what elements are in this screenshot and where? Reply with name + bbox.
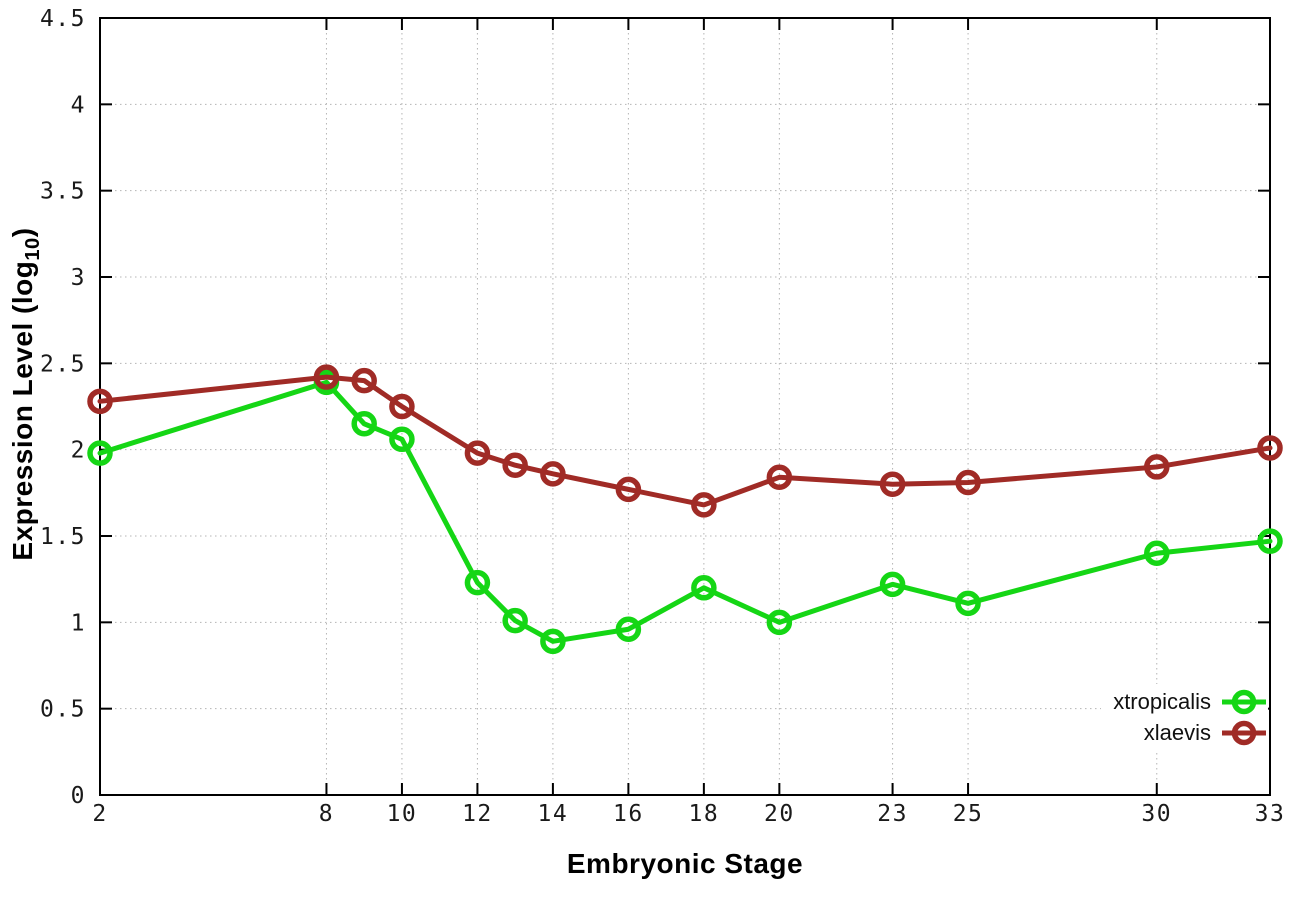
x-tick-label: 20 bbox=[764, 801, 795, 827]
x-tick-label: 30 bbox=[1141, 801, 1172, 827]
x-tick-label: 33 bbox=[1255, 801, 1286, 827]
data-point-xlaevis bbox=[87, 388, 113, 415]
data-point-xlaevis bbox=[351, 367, 377, 394]
legend-label-xtropicalis: xtropicalis bbox=[1113, 688, 1211, 714]
data-point-xtropicalis bbox=[1257, 528, 1283, 554]
data-point-xlaevis bbox=[502, 452, 528, 478]
x-tick-label: 8 bbox=[319, 801, 334, 827]
plot-border bbox=[99, 17, 1271, 796]
y-tick-label: 4 bbox=[71, 92, 86, 118]
data-point-xtropicalis bbox=[615, 616, 642, 642]
x-axis-title: Embryonic Stage bbox=[566, 848, 804, 879]
y-tick-label: 2 bbox=[71, 438, 86, 464]
data-point-xlaevis bbox=[955, 469, 981, 496]
y-axis-title: Expression Level (log10) bbox=[7, 227, 45, 560]
data-point-xlaevis bbox=[389, 393, 415, 420]
data-point-xtropicalis bbox=[464, 569, 491, 596]
data-point-xlaevis bbox=[1144, 454, 1170, 480]
data-point-xtropicalis bbox=[766, 609, 793, 636]
data-point-xlaevis bbox=[464, 440, 491, 466]
legend-marker-xtropicalis bbox=[1222, 689, 1266, 714]
y-axis-title-close: ) bbox=[6, 227, 38, 238]
x-tick-label: 2 bbox=[92, 801, 107, 827]
data-point-xtropicalis bbox=[1144, 540, 1170, 567]
y-tick-label: 0.5 bbox=[40, 697, 86, 723]
data-point-xtropicalis bbox=[691, 575, 717, 601]
y-tick-label: 3.5 bbox=[40, 179, 86, 205]
y-tick-label: 3 bbox=[71, 265, 86, 291]
data-point-xlaevis bbox=[766, 464, 793, 491]
legend: xtropicalis xlaevis bbox=[1101, 684, 1268, 750]
x-tick-label: 16 bbox=[613, 801, 644, 827]
data-point-xlaevis bbox=[879, 471, 906, 497]
data-point-xtropicalis bbox=[540, 628, 566, 655]
x-tick-label: 14 bbox=[538, 801, 569, 827]
data-point-xtropicalis bbox=[502, 607, 528, 634]
data-point-xlaevis bbox=[1257, 435, 1283, 461]
legend-entry-xlaevis: xlaevis bbox=[1144, 717, 1268, 748]
data-point-xtropicalis bbox=[389, 426, 415, 453]
data-point-xlaevis bbox=[615, 476, 642, 503]
legend-label-xlaevis: xlaevis bbox=[1143, 719, 1211, 745]
data-point-xlaevis bbox=[540, 461, 566, 487]
x-tick-label: 18 bbox=[689, 801, 720, 827]
y-tick-label: 4.5 bbox=[40, 6, 86, 32]
x-tick-label: 12 bbox=[462, 801, 493, 827]
y-tick-label: 1 bbox=[71, 610, 86, 636]
data-point-xtropicalis bbox=[879, 571, 906, 598]
y-tick-label: 2.5 bbox=[40, 351, 86, 377]
data-point-xlaevis bbox=[313, 364, 340, 390]
legend-marker-xlaevis bbox=[1222, 720, 1266, 745]
legend-entry-xtropicalis: xtropicalis bbox=[1113, 686, 1268, 717]
y-axis-title-text: Expression Level (log bbox=[6, 260, 38, 561]
y-axis-title-subscript: 10 bbox=[22, 237, 45, 261]
y-tick-label: 1.5 bbox=[40, 524, 86, 550]
data-point-xtropicalis bbox=[351, 411, 377, 437]
data-point-xtropicalis bbox=[87, 440, 113, 466]
data-point-xtropicalis bbox=[955, 590, 981, 617]
x-tick-label: 25 bbox=[953, 801, 984, 827]
data-point-xlaevis bbox=[691, 492, 717, 518]
y-tick-label: 0 bbox=[71, 783, 86, 809]
x-tick-label: 10 bbox=[387, 801, 418, 827]
series-line-xtropicalis bbox=[97, 379, 1273, 644]
x-tick-label: 23 bbox=[877, 801, 908, 827]
